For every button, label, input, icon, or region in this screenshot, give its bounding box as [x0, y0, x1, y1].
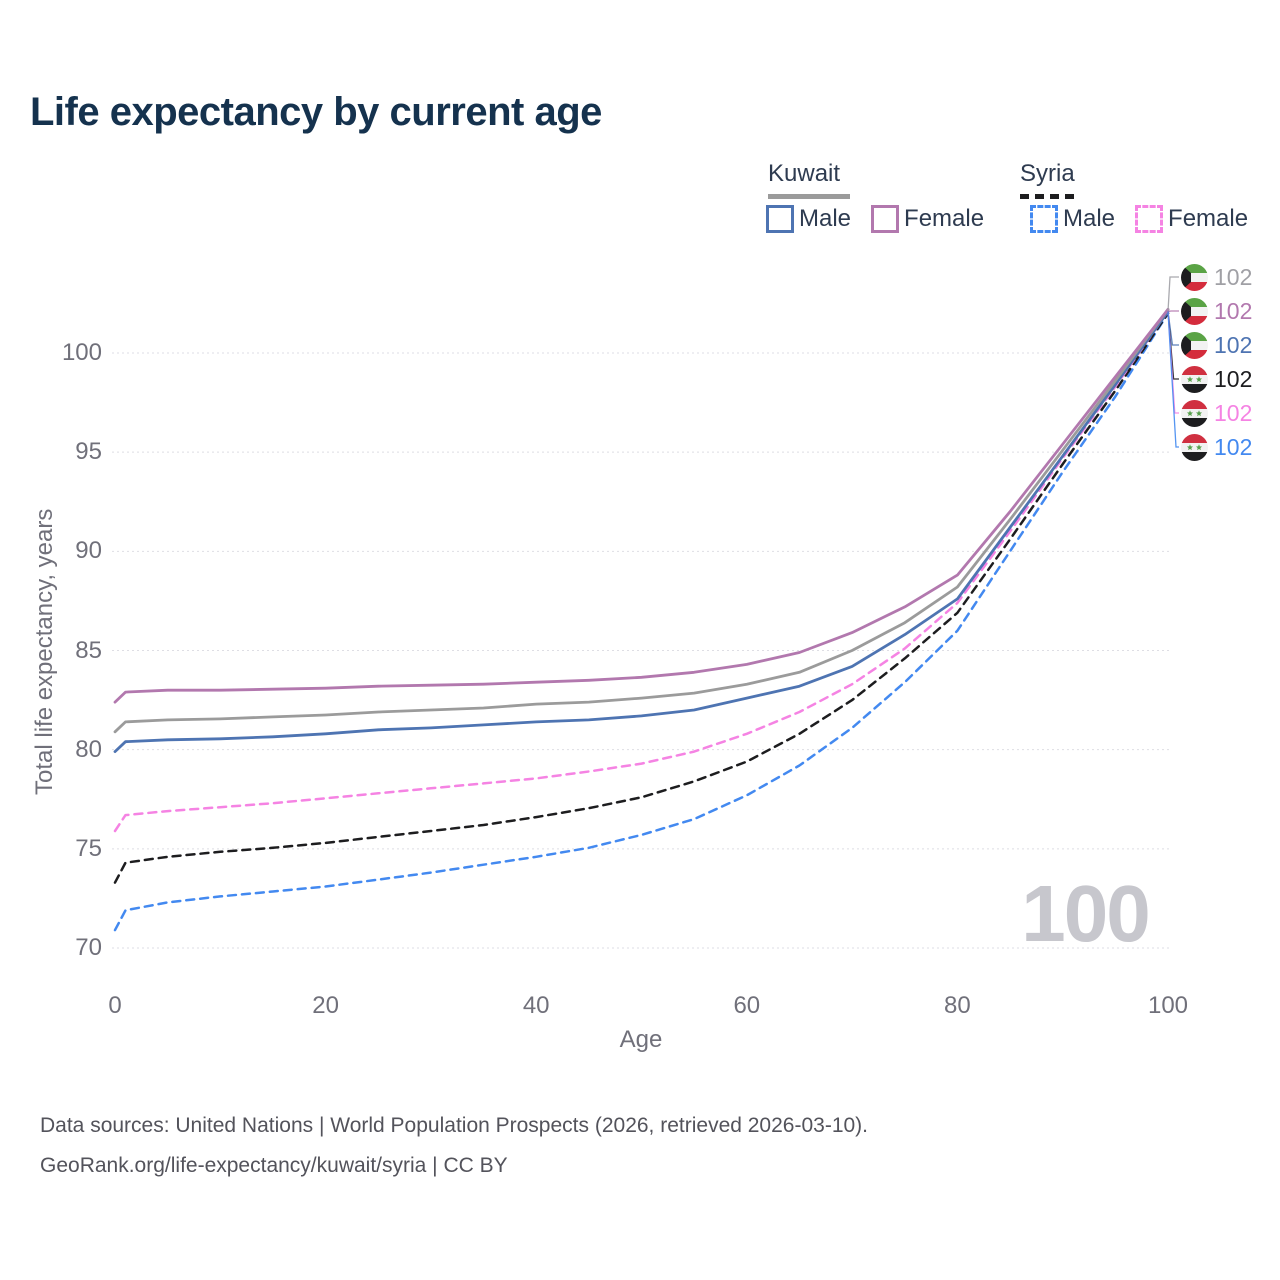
series-line-kuwait-female — [113, 308, 1170, 704]
x-tick-label: 80 — [944, 992, 971, 1019]
syria-male-swatch-icon — [1030, 205, 1058, 233]
kuwait-female-swatch-icon — [871, 205, 900, 233]
x-tick-label: 20 — [312, 992, 339, 1019]
series-line-syria-female — [113, 310, 1170, 833]
legend-item-kuwait-male[interactable]: Male — [766, 205, 851, 233]
syria-flag-icon — [1181, 433, 1208, 461]
legend-item-syria-female[interactable]: Female — [1135, 205, 1248, 233]
y-tick-label: 95 — [75, 438, 102, 466]
age-counter-watermark: 100 — [1021, 869, 1150, 958]
x-tick-label: 100 — [1147, 992, 1189, 1019]
y-tick-label: 85 — [75, 636, 102, 664]
legend-item-label: Female — [904, 205, 985, 232]
page-title: Life expectancy by current age — [30, 90, 602, 134]
syria-female-swatch-icon — [1135, 205, 1164, 233]
end-value-label: 102 — [1214, 365, 1253, 392]
x-axis-title: Age — [619, 1026, 663, 1053]
legend-item-label: Male — [1063, 205, 1116, 232]
x-tick-label: 0 — [108, 992, 122, 1019]
y-tick-label: 90 — [75, 537, 102, 565]
y-tick-label: 70 — [75, 934, 102, 961]
legend-item-label: Female — [1168, 205, 1249, 232]
kuwait-flag-icon — [1181, 331, 1208, 359]
kuwait-male-swatch-icon — [766, 205, 794, 233]
y-tick-label: 75 — [75, 834, 102, 862]
legend-syria-line-swatch — [1020, 194, 1078, 199]
kuwait-flag-icon — [1181, 263, 1208, 291]
legend-group-syria-title: Syria — [1020, 160, 1075, 187]
end-value-label: 102 — [1214, 297, 1253, 324]
data-sources-text: Data sources: United Nations | World Pop… — [40, 1114, 869, 1137]
syria-flag-icon — [1181, 365, 1208, 393]
legend-group-kuwait-title: Kuwait — [768, 160, 841, 187]
x-tick-label: 40 — [522, 992, 550, 1019]
series-line-kuwait-male — [113, 310, 1170, 753]
legend-item-syria-male[interactable]: Male — [1030, 205, 1115, 233]
series-end-label-syria-4: 102 — [1181, 399, 1253, 427]
series-end-label-syria-5: 102 — [1181, 433, 1253, 461]
legend-syria-items: Male Female — [1030, 205, 1248, 233]
y-tick-label: 80 — [75, 735, 102, 763]
series-line-syria-male — [113, 312, 1170, 932]
legend-item-label: Male — [799, 205, 852, 232]
kuwait-flag-icon — [1181, 297, 1208, 325]
end-label-leader-line — [1167, 311, 1179, 448]
x-tick-label: 60 — [733, 992, 761, 1019]
end-value-label: 102 — [1214, 433, 1253, 460]
y-tick-label: 100 — [61, 339, 102, 366]
series-end-label-kuwait-2: 102 — [1181, 331, 1253, 359]
end-label-leader-line — [1167, 276, 1179, 312]
series-end-label-kuwait-1: 102 — [1181, 297, 1253, 325]
end-value-label: 102 — [1214, 331, 1253, 358]
legend-kuwait-line-swatch — [768, 194, 850, 199]
syria-flag-icon — [1181, 399, 1208, 427]
legend-kuwait-items: Male Female — [766, 205, 984, 233]
attribution-link-text[interactable]: GeoRank.org/life-expectancy/kuwait/syria… — [40, 1153, 508, 1177]
series-line-kuwait-both-sexes — [113, 308, 1170, 734]
end-value-label: 102 — [1214, 399, 1253, 426]
legend-item-kuwait-female[interactable]: Female — [871, 205, 984, 233]
series-end-label-syria-3: 102 — [1181, 365, 1253, 393]
end-value-label: 102 — [1214, 263, 1253, 290]
series-line-syria-both-sexes — [113, 312, 1170, 884]
footer-note: Data sources: United Nations | World Pop… — [40, 1106, 1190, 1186]
series-end-label-kuwait-0: 102 — [1181, 263, 1253, 291]
